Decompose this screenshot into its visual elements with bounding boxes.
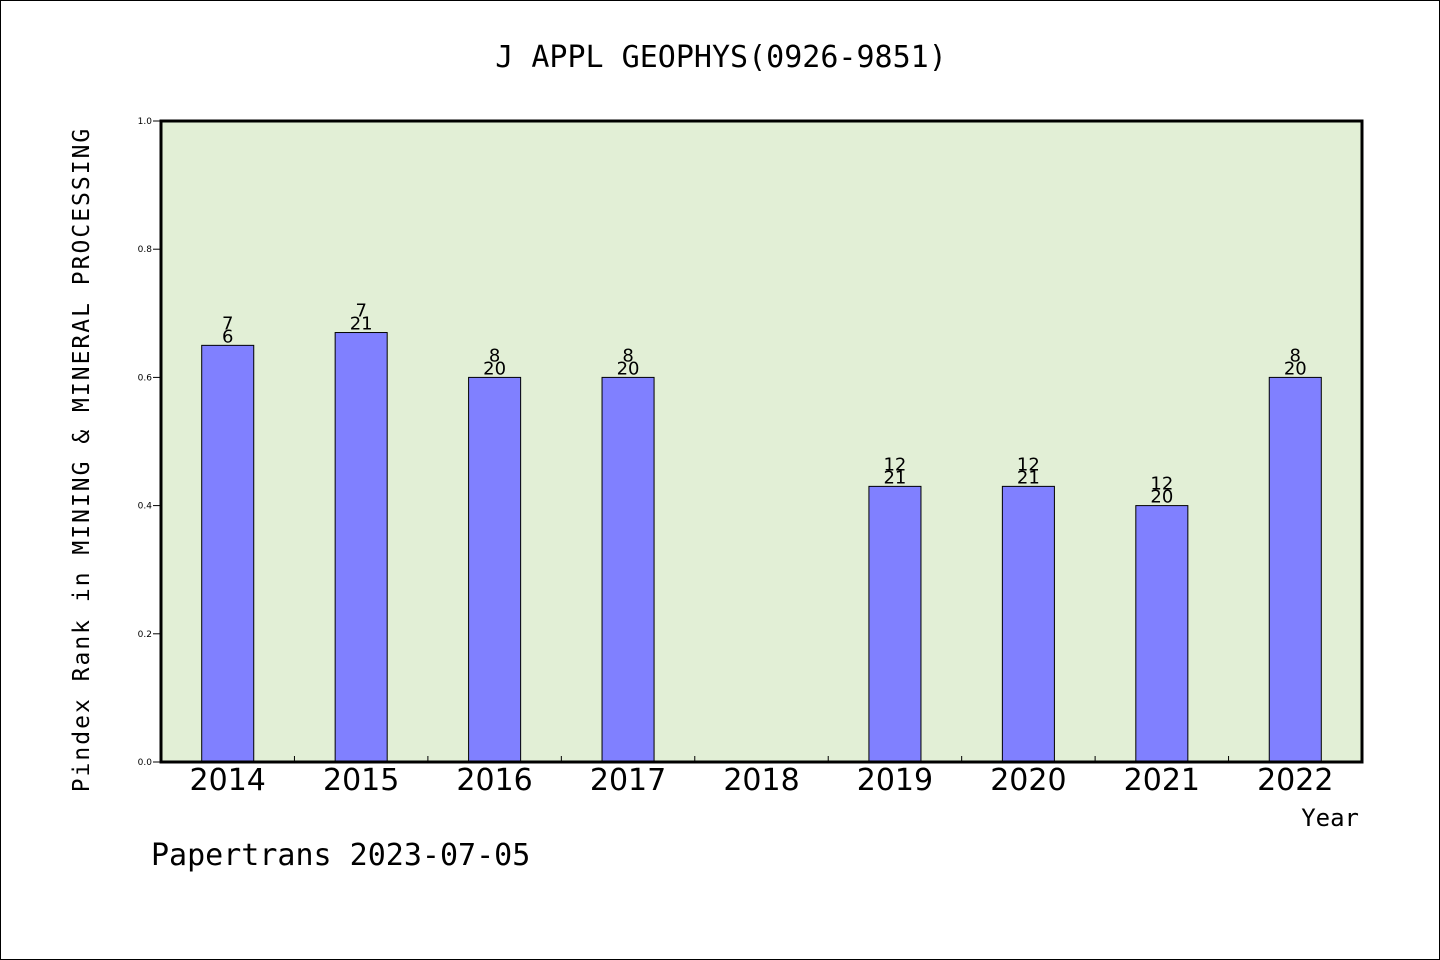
x-tick-label-2017: 2017 bbox=[590, 763, 666, 798]
x-tick-label-2019: 2019 bbox=[857, 763, 933, 798]
x-tick-label-2014: 2014 bbox=[190, 763, 266, 798]
bar-label-top-2021: 12 bbox=[1150, 474, 1173, 495]
bar-label-top-2017: 8 bbox=[622, 345, 633, 366]
bar-label-bottom-2021: 20 bbox=[1150, 487, 1173, 508]
bar-label-bottom-2014: 6 bbox=[222, 326, 233, 347]
y-tick-label-0.2: 0.2 bbox=[138, 630, 152, 640]
bar-label-bottom-2017: 20 bbox=[617, 358, 640, 379]
bar-label-top-2015: 7 bbox=[355, 301, 366, 322]
y-tick-label-0.8: 0.8 bbox=[138, 245, 153, 255]
y-tick-label-0.0: 0.0 bbox=[138, 758, 153, 768]
bar-2016 bbox=[468, 376, 522, 763]
y-tick-label-0.4: 0.4 bbox=[138, 502, 153, 512]
y-tick-label-0.6: 0.6 bbox=[138, 373, 153, 383]
x-axis-label: Year bbox=[1301, 804, 1359, 832]
bar-label-top-2016: 8 bbox=[489, 345, 500, 366]
bar-label-top-2022: 8 bbox=[1290, 345, 1301, 366]
bar-label-bottom-2016: 20 bbox=[483, 358, 506, 379]
bar-label-bottom-2019: 21 bbox=[883, 467, 906, 488]
bar-label-top-2020: 12 bbox=[1017, 454, 1040, 475]
x-tick-label-2015: 2015 bbox=[323, 763, 399, 798]
x-tick-label-2020: 2020 bbox=[990, 763, 1066, 798]
bar-2017 bbox=[601, 376, 655, 763]
bar-2019 bbox=[868, 485, 922, 763]
bar-2014 bbox=[201, 344, 255, 763]
footer-text: Papertrans 2023-07-05 bbox=[151, 838, 530, 873]
bar-label-bottom-2015: 21 bbox=[350, 314, 373, 335]
bar-2022 bbox=[1268, 376, 1322, 763]
bar-2015 bbox=[334, 332, 388, 763]
bar-2021 bbox=[1135, 505, 1189, 763]
bar-label-top-2019: 12 bbox=[883, 454, 906, 475]
chart-title: J APPL GEOPHYS(0926-9851) bbox=[495, 40, 947, 75]
bar-2020 bbox=[1001, 485, 1055, 763]
bar-label-top-2014: 7 bbox=[222, 313, 233, 334]
x-tick-label-2018: 2018 bbox=[723, 763, 799, 798]
y-tick-label-1.0: 1.0 bbox=[138, 117, 153, 127]
bar-label-bottom-2020: 21 bbox=[1017, 467, 1040, 488]
bar-label-bottom-2022: 20 bbox=[1284, 358, 1307, 379]
plot-border bbox=[159, 119, 1364, 764]
x-tick-label-2022: 2022 bbox=[1257, 763, 1333, 798]
x-tick-label-2016: 2016 bbox=[456, 763, 532, 798]
y-axis-label: Pindex Rank in MINING & MINERAL PROCESSI… bbox=[69, 127, 95, 793]
x-tick-label-2021: 2021 bbox=[1124, 763, 1200, 798]
